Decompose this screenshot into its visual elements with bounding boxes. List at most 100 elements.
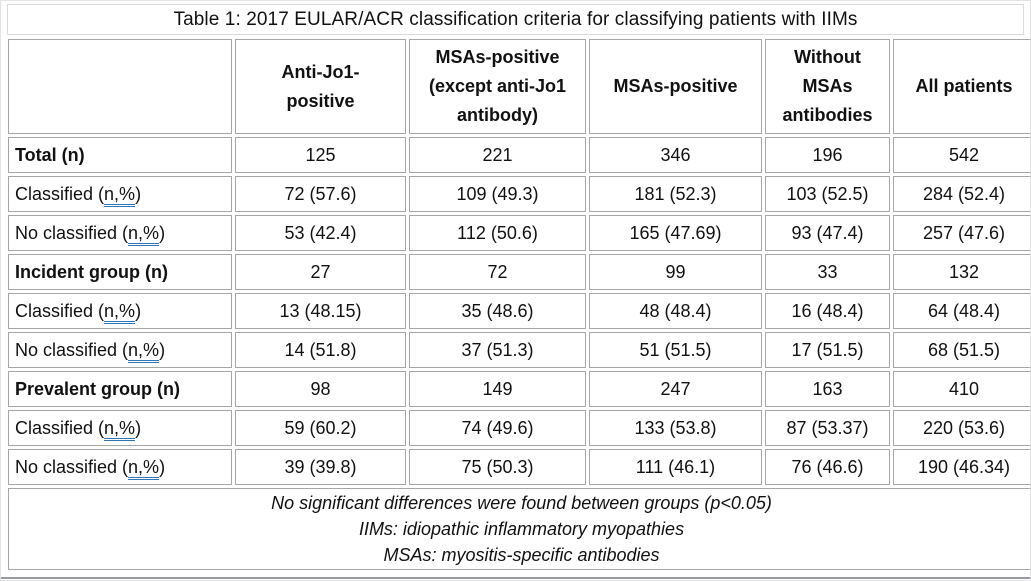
row-label-text: ) — [135, 301, 142, 321]
grammar-check-underline: n,% — [128, 223, 160, 246]
table-title: Table 1: 2017 EULAR/ACR classification c… — [7, 4, 1024, 35]
row-label: No classified (n,%) — [8, 332, 232, 368]
grammar-check-underline: n,% — [104, 301, 136, 324]
footnote-significance: No significant differences were found be… — [271, 493, 772, 513]
data-cell: 53 (42.4) — [235, 215, 406, 251]
row-label-text: ) — [159, 340, 166, 360]
data-cell: 14 (51.8) — [235, 332, 406, 368]
table-row-total: Total (n) 125 221 346 196 542 — [8, 137, 1030, 173]
data-cell: 542 — [893, 137, 1030, 173]
grammar-check-underline: n,% — [128, 457, 160, 480]
row-label: Classified (n,%) — [8, 410, 232, 446]
data-cell: 37 (51.3) — [409, 332, 586, 368]
data-cell: 257 (47.6) — [893, 215, 1030, 251]
data-cell: 284 (52.4) — [893, 176, 1030, 212]
data-cell: 48 (48.4) — [589, 293, 762, 329]
grammar-check-underline: n,% — [128, 340, 160, 363]
data-cell: 196 — [765, 137, 890, 173]
data-cell: 98 — [235, 371, 406, 407]
table-row-no-classified: No classified (n,%) 14 (51.8) 37 (51.3) … — [8, 332, 1030, 368]
data-cell: 163 — [765, 371, 890, 407]
data-cell: 220 (53.6) — [893, 410, 1030, 446]
data-cell: 99 — [589, 254, 762, 290]
data-cell: 75 (50.3) — [409, 449, 586, 485]
data-cell: 165 (47.69) — [589, 215, 762, 251]
row-label-text: No classified ( — [15, 223, 129, 243]
row-label: No classified (n,%) — [8, 449, 232, 485]
data-cell: 13 (48.15) — [235, 293, 406, 329]
table-row-no-classified: No classified (n,%) 39 (39.8) 75 (50.3) … — [8, 449, 1030, 485]
data-cell: 190 (46.34) — [893, 449, 1030, 485]
row-label: Total (n) — [8, 137, 232, 173]
data-cell: 109 (49.3) — [409, 176, 586, 212]
grammar-check-underline: n,% — [104, 184, 136, 207]
data-cell: 181 (52.3) — [589, 176, 762, 212]
footnotes-row: No significant differences were found be… — [8, 488, 1030, 570]
data-cell: 59 (60.2) — [235, 410, 406, 446]
data-cell: 132 — [893, 254, 1030, 290]
data-cell: 33 — [765, 254, 890, 290]
table-row-incident-group: Incident group (n) 27 72 99 33 132 — [8, 254, 1030, 290]
data-cell: 39 (39.8) — [235, 449, 406, 485]
data-cell: 17 (51.5) — [765, 332, 890, 368]
data-cell: 16 (48.4) — [765, 293, 890, 329]
window-bottom-edge — [1, 577, 1030, 579]
data-cell: 64 (48.4) — [893, 293, 1030, 329]
footnote-iims-definition: IIMs: idiopathic inflammatory myopathies — [358, 519, 685, 539]
row-label: No classified (n,%) — [8, 215, 232, 251]
data-cell: 87 (53.37) — [765, 410, 890, 446]
row-label-text: Classified ( — [15, 184, 105, 204]
data-cell: 111 (46.1) — [589, 449, 762, 485]
column-header-msas-positive: MSAs-positive — [589, 39, 762, 134]
row-label: Incident group (n) — [8, 254, 232, 290]
table-row-classified: Classified (n,%) 72 (57.6) 109 (49.3) 18… — [8, 176, 1030, 212]
column-header-all-patients: All patients — [893, 39, 1030, 134]
data-cell: 35 (48.6) — [409, 293, 586, 329]
table-row-classified: Classified (n,%) 59 (60.2) 74 (49.6) 133… — [8, 410, 1030, 446]
column-header-without-msas: Without MSAs antibodies — [765, 39, 890, 134]
data-cell: 103 (52.5) — [765, 176, 890, 212]
data-cell: 72 — [409, 254, 586, 290]
row-label-text: Prevalent group (n) — [15, 379, 181, 399]
data-cell: 93 (47.4) — [765, 215, 890, 251]
row-label-text: Incident group (n) — [15, 262, 168, 282]
row-label-text: No classified ( — [15, 457, 129, 477]
row-label-text: ) — [135, 184, 142, 204]
data-cell: 410 — [893, 371, 1030, 407]
row-label-text: No classified ( — [15, 340, 129, 360]
footnotes: No significant differences were found be… — [8, 488, 1030, 570]
data-cell: 112 (50.6) — [409, 215, 586, 251]
data-cell: 51 (51.5) — [589, 332, 762, 368]
data-cell: 27 — [235, 254, 406, 290]
column-header-anti-jo1: Anti-Jo1- positive — [235, 39, 406, 134]
table-row-classified: Classified (n,%) 13 (48.15) 35 (48.6) 48… — [8, 293, 1030, 329]
data-cell: 74 (49.6) — [409, 410, 586, 446]
row-label: Prevalent group (n) — [8, 371, 232, 407]
data-cell: 72 (57.6) — [235, 176, 406, 212]
footnote-msas-definition: MSAs: myositis-specific antibodies — [383, 545, 660, 565]
grammar-check-underline: n,% — [104, 418, 136, 441]
column-header-msas-except-jo1: MSAs-positive (except anti-Jo1 antibody) — [409, 39, 586, 134]
data-cell: 133 (53.8) — [589, 410, 762, 446]
data-cell: 247 — [589, 371, 762, 407]
header-row: Anti-Jo1- positive MSAs-positive (except… — [8, 39, 1030, 134]
table-row-no-classified: No classified (n,%) 53 (42.4) 112 (50.6)… — [8, 215, 1030, 251]
data-cell: 68 (51.5) — [893, 332, 1030, 368]
data-cell: 221 — [409, 137, 586, 173]
classification-table: Anti-Jo1- positive MSAs-positive (except… — [5, 36, 1030, 573]
row-label: Classified (n,%) — [8, 293, 232, 329]
row-label-text: Total (n) — [15, 145, 85, 165]
row-label: Classified (n,%) — [8, 176, 232, 212]
row-label-text: Classified ( — [15, 418, 105, 438]
row-label-text: ) — [159, 223, 166, 243]
column-header-empty — [8, 39, 232, 134]
data-cell: 346 — [589, 137, 762, 173]
data-cell: 149 — [409, 371, 586, 407]
row-label-text: ) — [135, 418, 142, 438]
table-row-prevalent-group: Prevalent group (n) 98 149 247 163 410 — [8, 371, 1030, 407]
data-cell: 76 (46.6) — [765, 449, 890, 485]
data-cell: 125 — [235, 137, 406, 173]
row-label-text: Classified ( — [15, 301, 105, 321]
row-label-text: ) — [159, 457, 166, 477]
